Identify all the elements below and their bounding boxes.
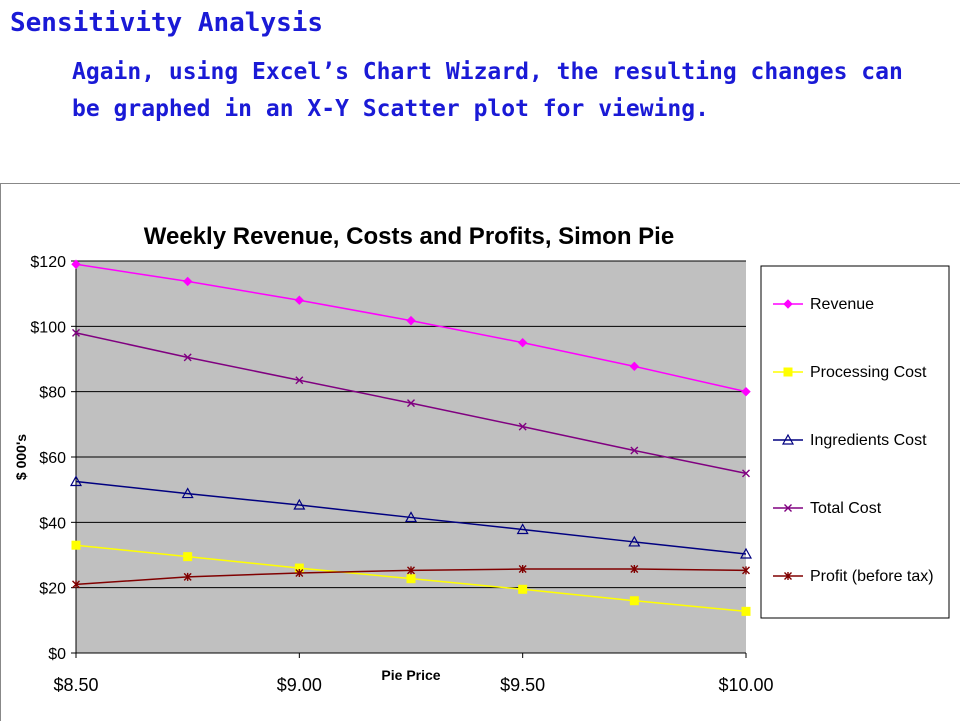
data-point — [518, 565, 527, 574]
data-point — [72, 580, 80, 589]
x-tick-label: $8.50 — [53, 675, 98, 695]
series-processing-cost — [71, 540, 751, 616]
series-line — [75, 480, 747, 555]
y-axis-label: $ 000's — [13, 434, 29, 480]
data-point — [517, 337, 528, 348]
data-point — [293, 498, 306, 510]
data-point — [183, 552, 193, 562]
series-profit-before-tax — [72, 565, 750, 589]
data-point — [404, 511, 418, 523]
axes: $0 $20 $40 $60 $80 $100 $120 $8.50 $9.00 $9.50 $10… — [30, 254, 773, 695]
y-tick-label: $20 — [39, 581, 66, 598]
data-point — [742, 566, 750, 575]
data-point — [741, 386, 751, 397]
data-point — [71, 540, 81, 550]
data-point — [182, 276, 193, 287]
data-point — [630, 565, 639, 574]
y-tick-label: $120 — [30, 254, 66, 271]
series-layer — [69, 259, 753, 616]
data-point — [183, 572, 192, 581]
data-point — [783, 367, 793, 377]
data-point — [183, 353, 192, 362]
legend-label: Total Cost — [810, 500, 882, 517]
data-point — [518, 422, 527, 431]
data-point — [69, 475, 83, 487]
x-axis-label: Pie Price — [381, 667, 440, 683]
data-point — [406, 315, 416, 326]
data-point — [518, 584, 528, 594]
series-ingredients-cost — [69, 475, 753, 559]
data-point — [781, 433, 795, 445]
data-point — [741, 606, 751, 616]
x-tick-label: $9.50 — [500, 675, 545, 695]
data-point — [629, 361, 640, 372]
series-revenue — [71, 259, 751, 397]
data-point — [406, 574, 416, 584]
data-point — [181, 487, 194, 499]
data-point — [294, 295, 305, 305]
legend: Revenue Processing Cost Ingredients Cost To… — [773, 296, 934, 585]
data-point — [295, 568, 304, 577]
data-point — [783, 299, 793, 309]
series-total-cost — [72, 328, 750, 478]
chart-title: Weekly Revenue, Costs and Profits, Simon… — [144, 223, 674, 250]
data-point — [295, 376, 304, 385]
y-tick-label: $60 — [39, 450, 66, 467]
x-tick-label: $9.00 — [277, 675, 322, 695]
data-point — [630, 446, 639, 455]
legend-label: Revenue — [810, 296, 874, 313]
chart-container: Weekly Revenue, Costs and Profits, Simon… — [0, 183, 960, 721]
legend-entry: Profit (before tax) — [773, 568, 934, 585]
data-point — [784, 504, 792, 512]
slide-heading: Sensitivity Analysis — [10, 8, 324, 38]
legend-label: Ingredients Cost — [810, 432, 927, 449]
data-point — [72, 328, 80, 337]
legend-entry: Revenue — [773, 296, 874, 313]
y-tick-label: $0 — [48, 646, 66, 663]
data-point — [739, 547, 753, 559]
legend-label: Processing Cost — [810, 364, 927, 381]
data-point — [516, 523, 529, 535]
data-point — [628, 535, 641, 547]
data-point — [407, 399, 415, 408]
legend-entry: Ingredients Cost — [773, 432, 927, 449]
y-tick-label: $40 — [39, 515, 66, 532]
scatter-chart: Weekly Revenue, Costs and Profits, Simon… — [13, 223, 950, 695]
x-tick-label: $10.00 — [718, 675, 773, 695]
data-point — [629, 596, 639, 606]
legend-entry: Processing Cost — [773, 364, 927, 381]
data-point — [784, 572, 792, 580]
data-point — [71, 259, 81, 269]
y-tick-label: $100 — [30, 319, 66, 336]
data-point — [742, 469, 750, 478]
y-tick-label: $80 — [39, 385, 66, 402]
legend-entry: Total Cost — [773, 500, 882, 517]
legend-label: Profit (before tax) — [810, 568, 934, 585]
data-point — [407, 566, 415, 575]
slide-body-text: Again, using Excel’s Chart Wizard, the r… — [72, 59, 903, 122]
